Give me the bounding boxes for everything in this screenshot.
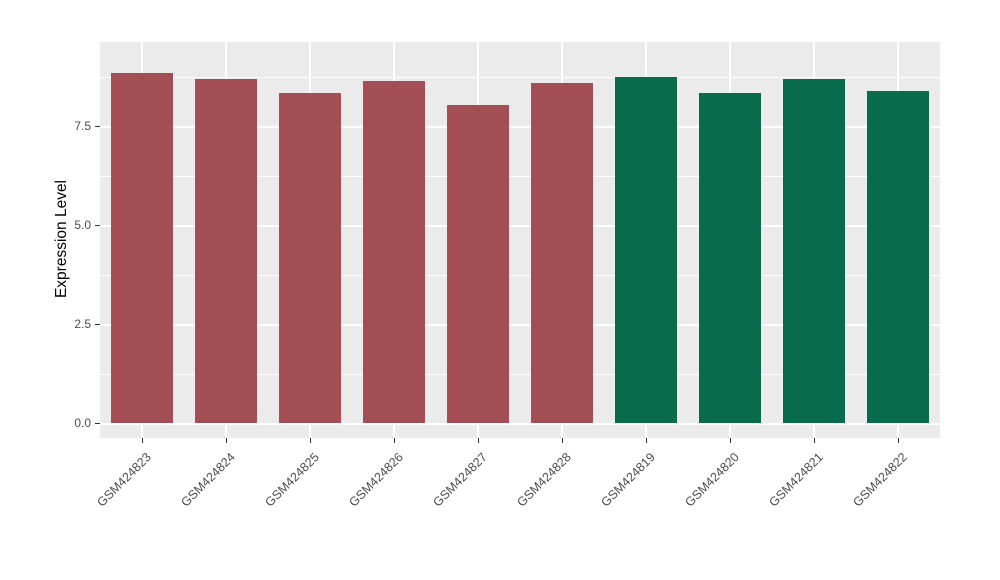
y-tick-label: 7.5 — [74, 119, 91, 134]
y-tick-label: 5.0 — [74, 218, 91, 233]
x-tick-mark — [310, 438, 311, 443]
y-tick-label: 0.0 — [74, 416, 91, 431]
gridline-major — [100, 324, 940, 326]
y-tick-mark — [95, 324, 100, 326]
x-tick-mark — [814, 438, 815, 443]
gridline-minor — [100, 373, 940, 375]
y-tick-mark — [95, 126, 100, 128]
x-tick-mark — [562, 438, 563, 443]
y-tick-mark — [95, 225, 100, 227]
gridline-major — [100, 423, 940, 425]
bar-GSM424820 — [699, 92, 761, 424]
gridline-major — [100, 126, 940, 128]
x-tick-mark — [478, 438, 479, 443]
x-tick-mark — [142, 438, 143, 443]
y-tick-mark — [95, 423, 100, 425]
y-tick-label: 2.5 — [74, 317, 91, 332]
bar-GSM424819 — [615, 76, 677, 424]
bar-GSM424826 — [363, 80, 425, 424]
bar-GSM424827 — [447, 104, 509, 424]
gridline-major — [100, 225, 940, 227]
bar-GSM424823 — [111, 72, 173, 424]
bar-GSM424824 — [195, 78, 257, 424]
x-tick-mark — [394, 438, 395, 443]
bar-GSM424821 — [783, 78, 845, 424]
x-tick-mark — [898, 438, 899, 443]
bar-GSM424825 — [279, 92, 341, 424]
gridline-minor — [100, 76, 940, 78]
x-tick-mark — [226, 438, 227, 443]
bar-GSM424822 — [867, 90, 929, 424]
plot-panel — [100, 42, 940, 438]
gridline-minor — [100, 274, 940, 276]
x-tick-mark — [646, 438, 647, 443]
x-tick-mark — [730, 438, 731, 443]
bar-GSM424828 — [531, 82, 593, 424]
gridline-minor — [100, 175, 940, 177]
